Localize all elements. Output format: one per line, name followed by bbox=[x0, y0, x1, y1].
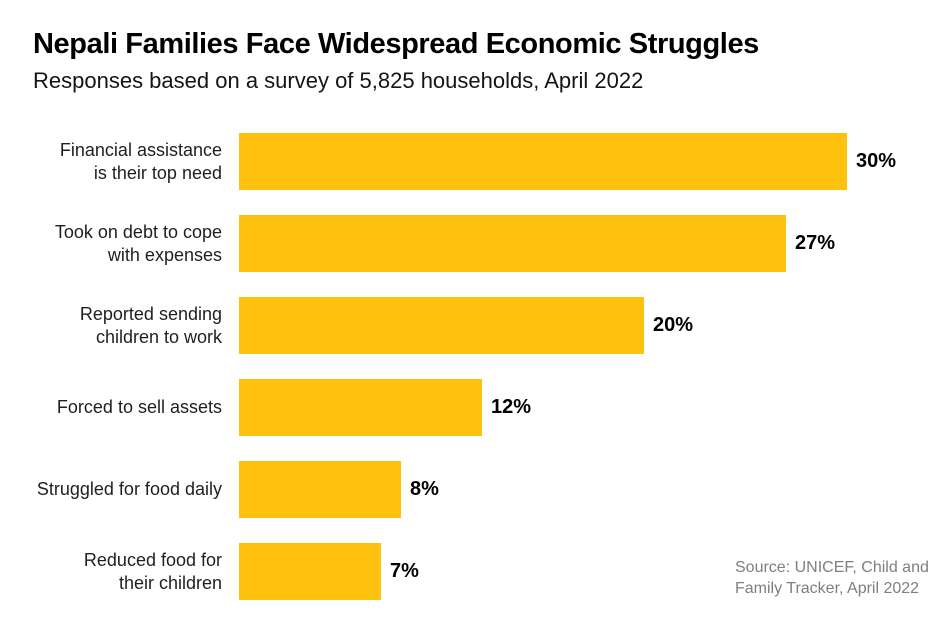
bar-row: Forced to sell assets 12% bbox=[33, 379, 896, 436]
source-note: Source: UNICEF, Child and Family Tracker… bbox=[735, 557, 929, 599]
bar-chart: Financial assistance is their top need 30… bbox=[33, 133, 896, 600]
value-label: 8% bbox=[410, 478, 439, 500]
value-label: 20% bbox=[653, 314, 694, 336]
source-line-1: Source: UNICEF, Child and bbox=[735, 559, 929, 576]
category-label: Took on debt to cope with expenses bbox=[54, 221, 222, 265]
bar bbox=[239, 379, 482, 436]
chart-subtitle: Responses based on a survey of 5,825 hou… bbox=[33, 68, 644, 93]
category-label: Financial assistance is their top need bbox=[59, 139, 222, 183]
bar bbox=[239, 297, 644, 354]
category-label: Struggled for food daily bbox=[36, 479, 222, 499]
value-label: 12% bbox=[491, 396, 532, 418]
chart-header: Nepali Families Face Widespread Economic… bbox=[33, 26, 759, 94]
bar bbox=[239, 543, 381, 600]
category-label: Reported sending children to work bbox=[79, 303, 222, 347]
category-label: Reduced food for their children bbox=[83, 549, 222, 593]
bar-row: Reported sending children to work 20% bbox=[33, 297, 896, 354]
bar-row: Struggled for food daily 8% bbox=[33, 461, 896, 518]
bar-row: Financial assistance is their top need 30… bbox=[33, 133, 896, 190]
value-label: 27% bbox=[795, 232, 836, 254]
category-label: Forced to sell assets bbox=[56, 397, 222, 417]
bar-row: Reduced food for their children 7% bbox=[33, 543, 896, 600]
value-label: 7% bbox=[390, 560, 419, 582]
chart-title: Nepali Families Face Widespread Economic… bbox=[33, 28, 759, 60]
bar bbox=[239, 461, 401, 518]
source-line-2: Family Tracker, April 2022 bbox=[735, 580, 920, 597]
bar bbox=[239, 215, 786, 272]
value-label: 30% bbox=[856, 150, 897, 172]
bar-row: Took on debt to cope with expenses 27% bbox=[33, 215, 896, 272]
bar bbox=[239, 133, 847, 190]
